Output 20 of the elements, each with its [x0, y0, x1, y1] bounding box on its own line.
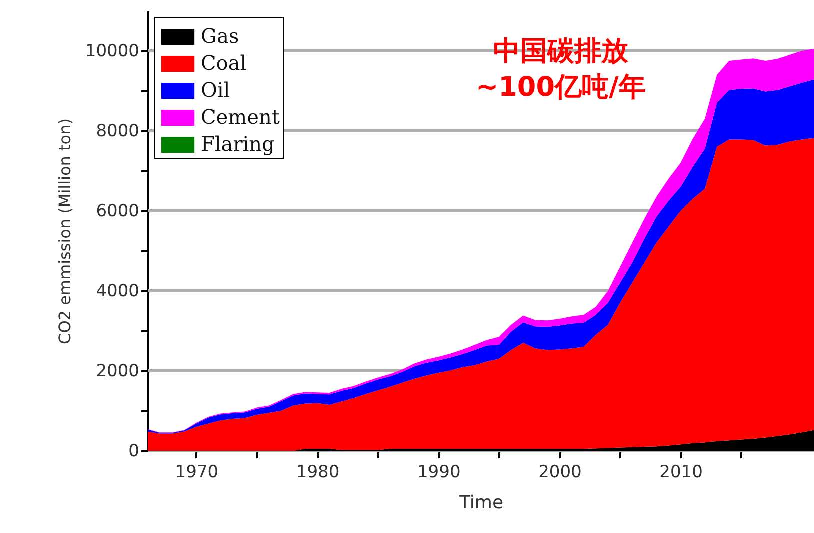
legend-label: Coal — [201, 51, 247, 75]
y-tick-label: 0 — [128, 442, 140, 462]
y-tick-label: 4000 — [96, 282, 140, 302]
y-tick-label: 10000 — [85, 42, 140, 62]
annotation: ~100亿吨/年 — [476, 72, 646, 103]
x-axis-title: Time — [458, 492, 504, 514]
legend-label: Cement — [201, 105, 280, 129]
x-tick-label: 2000 — [538, 462, 582, 482]
legend-label: Gas — [201, 24, 240, 48]
x-tick-label: 1990 — [417, 462, 461, 482]
y-axis-title: CO2 emmission (Million ton) — [55, 118, 74, 344]
legend-label: Oil — [201, 78, 230, 102]
x-tick-label: 1970 — [175, 462, 219, 482]
legend-label: Flaring — [201, 132, 276, 156]
x-tick-label: 2010 — [660, 462, 703, 482]
y-tick-label: 6000 — [96, 202, 140, 222]
annotation: 中国碳排放 — [493, 36, 630, 67]
y-tick-label: 2000 — [96, 362, 140, 382]
x-tick-label: 1980 — [296, 462, 340, 482]
y-tick-label: 8000 — [96, 122, 140, 142]
